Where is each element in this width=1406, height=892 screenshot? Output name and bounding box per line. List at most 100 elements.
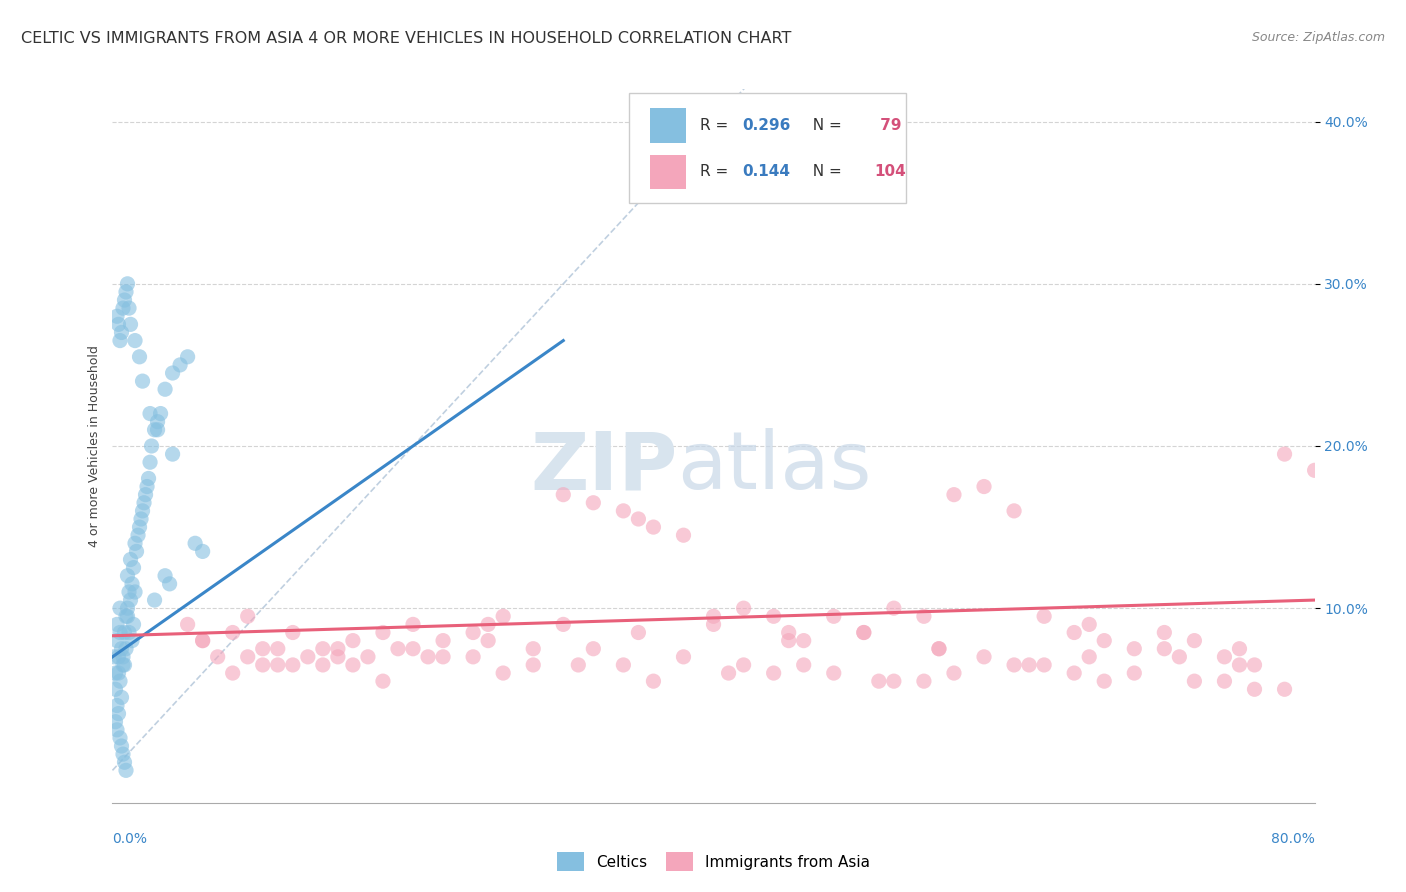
Point [153, 568, 176, 582]
Point [1123, 641, 1146, 656]
Point [461, 649, 484, 664]
Point [110, 739, 132, 753]
Point [522, 657, 544, 672]
Point [108, 674, 131, 689]
Point [1153, 625, 1175, 640]
Point [1213, 674, 1236, 689]
Point [111, 649, 134, 664]
Text: 0.0%: 0.0% [112, 832, 148, 846]
Point [1243, 657, 1265, 672]
Point [191, 544, 214, 558]
Point [111, 301, 134, 315]
Point [108, 731, 131, 745]
Point [582, 496, 605, 510]
Text: Source: ZipAtlas.com: Source: ZipAtlas.com [1251, 31, 1385, 45]
Point [107, 666, 129, 681]
Point [582, 641, 605, 656]
Point [122, 560, 145, 574]
Point [122, 617, 145, 632]
Point [184, 536, 207, 550]
Point [672, 649, 695, 664]
Point [111, 747, 134, 761]
Point [868, 674, 890, 689]
Point [105, 310, 128, 324]
Point [477, 617, 499, 632]
Point [326, 641, 349, 656]
Point [236, 609, 259, 624]
Point [1274, 682, 1296, 697]
Point [191, 633, 214, 648]
Point [125, 544, 148, 558]
Point [107, 706, 129, 721]
Point [823, 666, 845, 681]
Text: 80.0%: 80.0% [1271, 832, 1315, 846]
Point [281, 657, 304, 672]
Point [132, 496, 155, 510]
Point [1078, 617, 1101, 632]
Point [627, 512, 650, 526]
Point [342, 657, 364, 672]
Point [762, 666, 785, 681]
Point [778, 625, 800, 640]
Point [402, 641, 425, 656]
Text: R =: R = [700, 118, 734, 133]
Point [136, 479, 159, 493]
Point [1033, 657, 1056, 672]
Point [702, 609, 725, 624]
Point [778, 633, 800, 648]
Point [928, 641, 950, 656]
Point [1184, 674, 1206, 689]
Point [127, 528, 149, 542]
Text: N =: N = [803, 164, 846, 179]
Point [793, 633, 815, 648]
Point [110, 690, 132, 705]
Point [1184, 633, 1206, 648]
Point [114, 293, 136, 307]
Point [129, 512, 152, 526]
Point [176, 617, 198, 632]
Point [108, 625, 131, 640]
Point [1092, 674, 1115, 689]
Point [432, 649, 454, 664]
Text: atlas: atlas [678, 428, 872, 507]
Point [567, 657, 589, 672]
Point [1213, 649, 1236, 664]
Point [169, 358, 191, 372]
Point [297, 649, 319, 664]
Y-axis label: 4 or more Vehicles in Household: 4 or more Vehicles in Household [89, 345, 101, 547]
Point [107, 318, 129, 332]
Point [135, 488, 157, 502]
Point [121, 577, 143, 591]
Point [153, 382, 176, 396]
Text: 0.144: 0.144 [742, 164, 790, 179]
Point [267, 657, 290, 672]
Point [120, 552, 142, 566]
Point [117, 568, 139, 582]
Point [852, 625, 875, 640]
Point [115, 285, 138, 299]
Point [117, 277, 139, 291]
Point [139, 407, 162, 421]
Text: 79: 79 [875, 118, 901, 133]
Point [159, 577, 181, 591]
Point [1229, 641, 1251, 656]
Point [402, 617, 425, 632]
Text: N =: N = [803, 118, 846, 133]
Point [252, 641, 274, 656]
Point [115, 641, 138, 656]
Point [522, 641, 544, 656]
Point [139, 455, 162, 469]
Point [118, 301, 141, 315]
Point [124, 536, 146, 550]
Text: CELTIC VS IMMIGRANTS FROM ASIA 4 OR MORE VEHICLES IN HOUSEHOLD CORRELATION CHART: CELTIC VS IMMIGRANTS FROM ASIA 4 OR MORE… [21, 31, 792, 46]
Point [128, 350, 150, 364]
Text: ZIP: ZIP [530, 428, 678, 507]
Point [1168, 649, 1191, 664]
Point [357, 649, 380, 664]
Point [1078, 649, 1101, 664]
Point [912, 609, 935, 624]
Point [141, 439, 163, 453]
Point [717, 666, 740, 681]
Point [124, 334, 146, 348]
Bar [650, 155, 686, 189]
